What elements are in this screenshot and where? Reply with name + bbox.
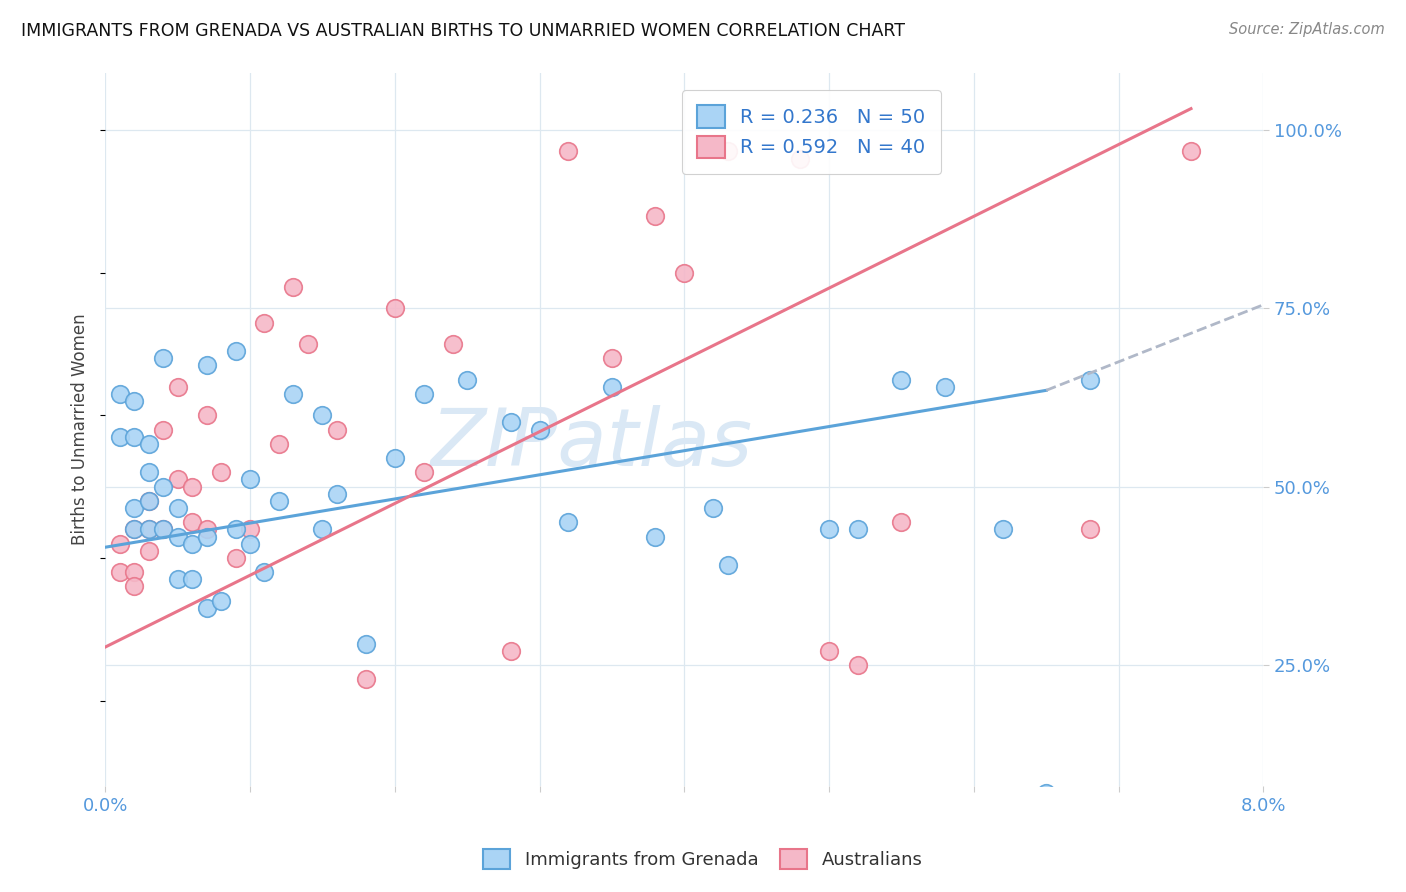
Point bbox=[225, 550, 247, 565]
Point bbox=[195, 600, 218, 615]
Point bbox=[557, 516, 579, 530]
Point bbox=[384, 301, 406, 316]
Point bbox=[253, 565, 276, 579]
Point bbox=[890, 373, 912, 387]
Legend: Immigrants from Grenada, Australians: Immigrants from Grenada, Australians bbox=[474, 839, 932, 879]
Point bbox=[412, 466, 434, 480]
Point bbox=[991, 523, 1014, 537]
Point bbox=[138, 523, 160, 537]
Point bbox=[456, 373, 478, 387]
Point bbox=[152, 523, 174, 537]
Point bbox=[209, 466, 232, 480]
Text: Source: ZipAtlas.com: Source: ZipAtlas.com bbox=[1229, 22, 1385, 37]
Point bbox=[846, 523, 869, 537]
Point bbox=[181, 536, 204, 550]
Point bbox=[934, 380, 956, 394]
Point bbox=[1078, 373, 1101, 387]
Point bbox=[138, 494, 160, 508]
Point bbox=[890, 516, 912, 530]
Point bbox=[644, 529, 666, 543]
Point bbox=[253, 316, 276, 330]
Point bbox=[195, 409, 218, 423]
Y-axis label: Births to Unmarried Women: Births to Unmarried Women bbox=[72, 314, 89, 545]
Point bbox=[644, 209, 666, 223]
Legend: R = 0.236   N = 50, R = 0.592   N = 40: R = 0.236 N = 50, R = 0.592 N = 40 bbox=[682, 90, 941, 174]
Point bbox=[166, 501, 188, 516]
Point bbox=[152, 480, 174, 494]
Point bbox=[166, 572, 188, 586]
Point bbox=[1035, 786, 1057, 800]
Point bbox=[267, 494, 290, 508]
Point bbox=[225, 523, 247, 537]
Point bbox=[412, 387, 434, 401]
Point bbox=[122, 565, 145, 579]
Point bbox=[846, 657, 869, 672]
Point bbox=[181, 572, 204, 586]
Point bbox=[166, 473, 188, 487]
Point bbox=[122, 579, 145, 593]
Point bbox=[152, 351, 174, 366]
Point bbox=[209, 593, 232, 607]
Point bbox=[818, 523, 841, 537]
Text: ZIPatlas: ZIPatlas bbox=[430, 405, 752, 483]
Point bbox=[283, 280, 305, 294]
Point bbox=[195, 523, 218, 537]
Point bbox=[239, 523, 262, 537]
Point bbox=[152, 523, 174, 537]
Point bbox=[122, 523, 145, 537]
Point bbox=[499, 643, 522, 657]
Point bbox=[789, 152, 811, 166]
Point bbox=[138, 523, 160, 537]
Point bbox=[152, 423, 174, 437]
Point bbox=[1180, 145, 1202, 159]
Point bbox=[441, 337, 464, 351]
Point bbox=[122, 501, 145, 516]
Point bbox=[499, 416, 522, 430]
Point bbox=[138, 543, 160, 558]
Point bbox=[702, 501, 724, 516]
Point bbox=[311, 523, 333, 537]
Point bbox=[166, 529, 188, 543]
Point bbox=[122, 430, 145, 444]
Point bbox=[326, 487, 349, 501]
Point bbox=[818, 643, 841, 657]
Point bbox=[354, 672, 377, 686]
Point bbox=[283, 387, 305, 401]
Text: IMMIGRANTS FROM GRENADA VS AUSTRALIAN BIRTHS TO UNMARRIED WOMEN CORRELATION CHAR: IMMIGRANTS FROM GRENADA VS AUSTRALIAN BI… bbox=[21, 22, 905, 40]
Point bbox=[600, 380, 623, 394]
Point bbox=[181, 480, 204, 494]
Point bbox=[138, 494, 160, 508]
Point bbox=[239, 536, 262, 550]
Point bbox=[225, 344, 247, 359]
Point bbox=[138, 437, 160, 451]
Point bbox=[1078, 523, 1101, 537]
Point bbox=[239, 473, 262, 487]
Point bbox=[122, 523, 145, 537]
Point bbox=[108, 565, 131, 579]
Point bbox=[267, 437, 290, 451]
Point bbox=[717, 558, 740, 572]
Point bbox=[108, 430, 131, 444]
Point bbox=[557, 145, 579, 159]
Point bbox=[354, 636, 377, 650]
Point bbox=[297, 337, 319, 351]
Point bbox=[108, 536, 131, 550]
Point bbox=[529, 423, 551, 437]
Point bbox=[166, 380, 188, 394]
Point bbox=[384, 451, 406, 466]
Point bbox=[326, 423, 349, 437]
Point bbox=[311, 409, 333, 423]
Point bbox=[673, 266, 696, 280]
Point bbox=[108, 387, 131, 401]
Point bbox=[138, 466, 160, 480]
Point bbox=[717, 145, 740, 159]
Point bbox=[195, 359, 218, 373]
Point bbox=[195, 529, 218, 543]
Point bbox=[600, 351, 623, 366]
Point bbox=[122, 394, 145, 409]
Point bbox=[181, 516, 204, 530]
